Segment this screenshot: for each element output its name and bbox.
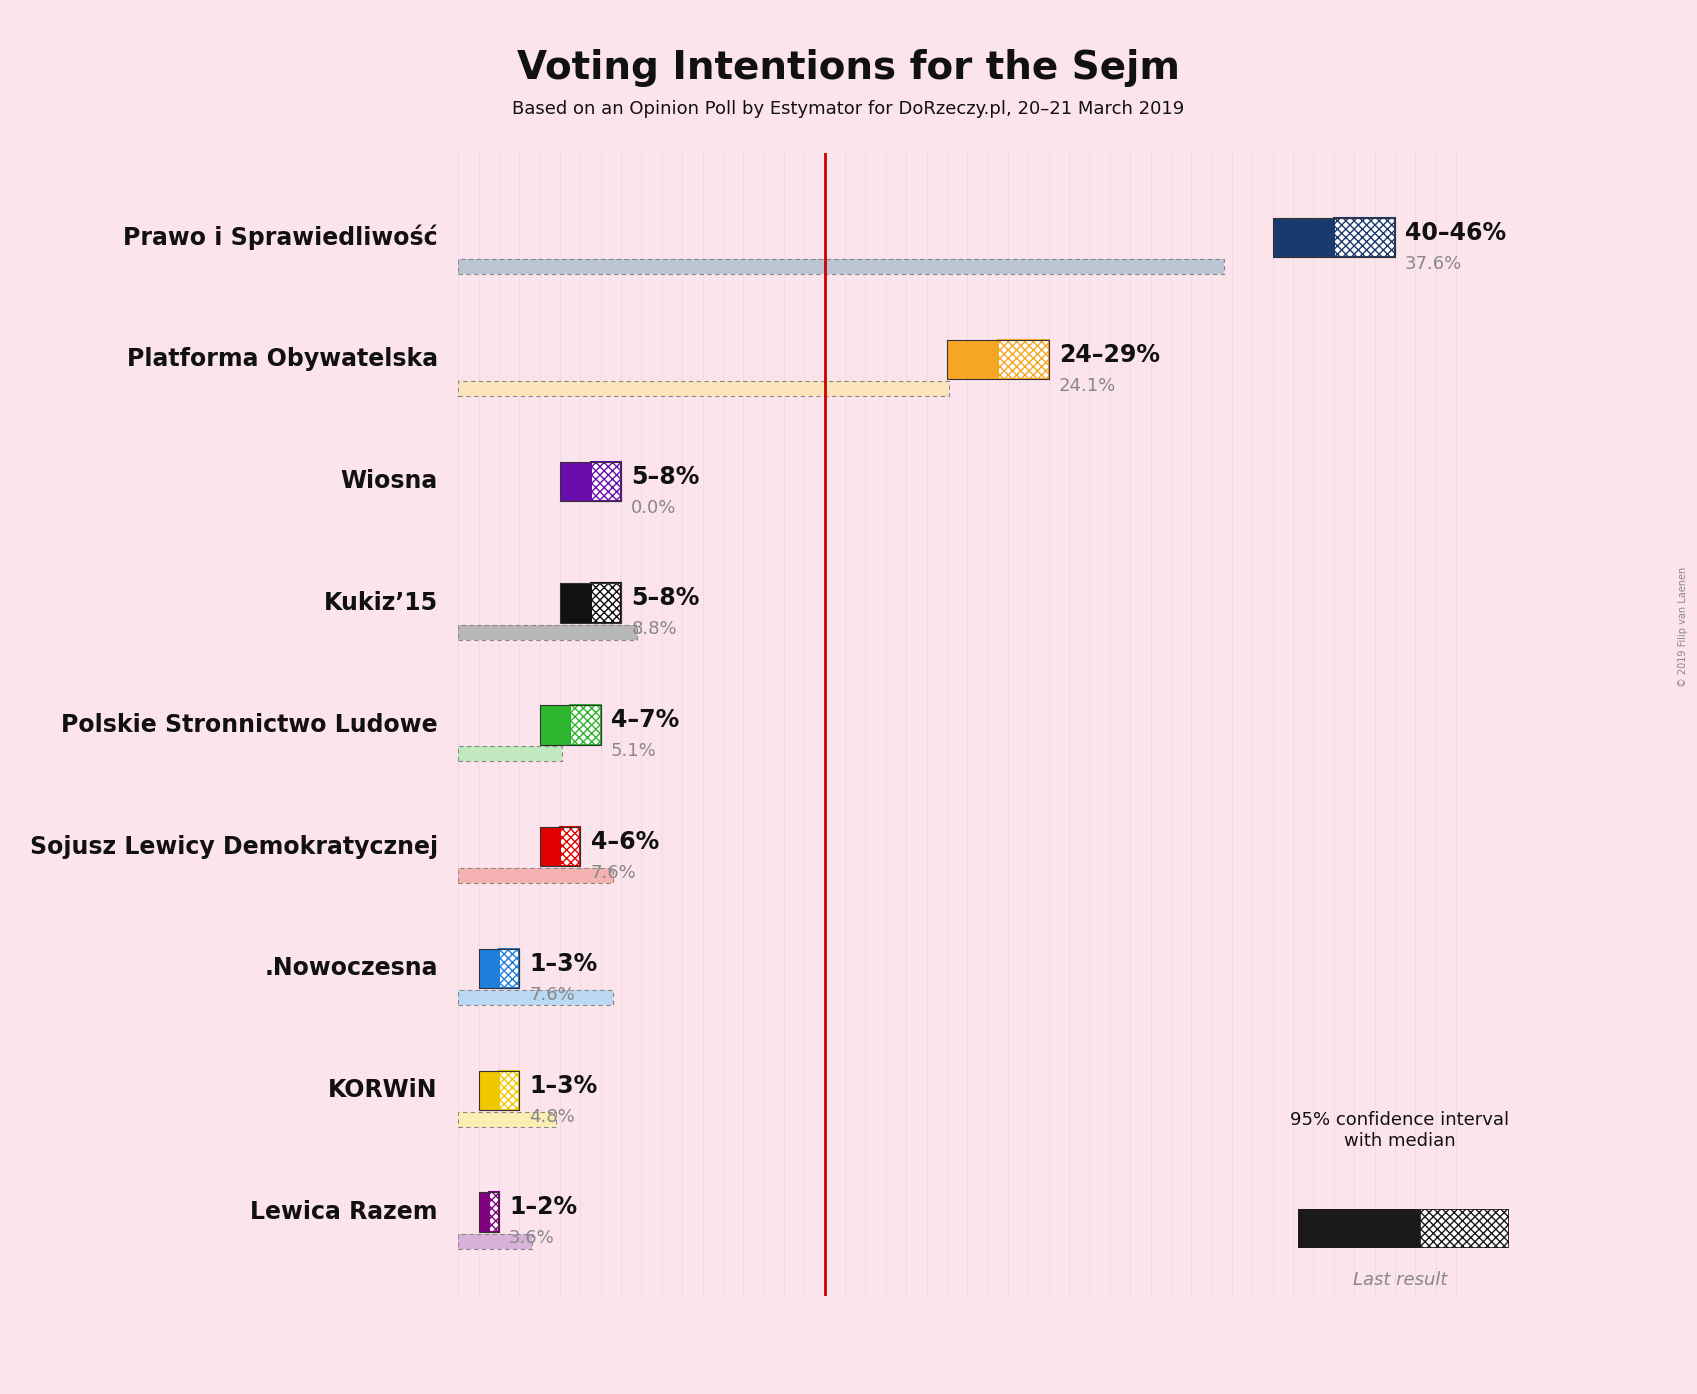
Text: 24.1%: 24.1% [1059,376,1117,395]
Bar [458,1112,557,1126]
Bar [458,1234,531,1249]
Bar [458,1112,557,1126]
Bar [540,705,601,744]
Bar [560,584,591,623]
Bar [458,990,613,1005]
Text: Voting Intentions for the Sejm: Voting Intentions for the Sejm [518,49,1179,86]
Text: 8.8%: 8.8% [631,620,677,638]
Text: 7.6%: 7.6% [591,864,636,882]
Bar [458,868,613,884]
Text: 0.0%: 0.0% [631,499,677,517]
Bar [560,461,591,500]
Text: Polskie Stronnictwo Ludowe: Polskie Stronnictwo Ludowe [61,712,438,737]
Text: 40–46%: 40–46% [1405,222,1507,245]
Text: Last result: Last result [1353,1271,1448,1289]
Bar [479,1071,519,1110]
Bar [499,949,519,988]
Bar [560,584,621,623]
Text: 4–6%: 4–6% [591,829,658,855]
Bar [1334,217,1395,258]
Text: Kukiz’15: Kukiz’15 [324,591,438,615]
Bar [560,461,621,500]
Bar [489,1192,499,1232]
Bar [591,584,621,623]
Text: Lewica Razem: Lewica Razem [251,1200,438,1224]
Bar [947,340,1049,379]
Text: 95% confidence interval
with median: 95% confidence interval with median [1290,1111,1510,1150]
Bar [458,868,613,884]
Bar [458,625,638,640]
Text: Based on an Opinion Poll by Estymator for DoRzeczy.pl, 20–21 March 2019: Based on an Opinion Poll by Estymator fo… [512,100,1185,118]
Text: 3.6%: 3.6% [509,1230,555,1248]
Text: 5–8%: 5–8% [631,587,699,611]
Text: © 2019 Filip van Laenen: © 2019 Filip van Laenen [1678,567,1689,687]
Text: 1–3%: 1–3% [529,1073,597,1097]
Bar [479,949,519,988]
Bar [1273,217,1334,258]
Bar [458,381,949,396]
Text: 4–7%: 4–7% [611,708,679,732]
Bar [479,1071,499,1110]
Text: 24–29%: 24–29% [1059,343,1161,367]
Bar [458,381,949,396]
Bar [458,1234,531,1249]
Bar [479,949,499,988]
Text: 37.6%: 37.6% [1405,255,1463,273]
Text: .Nowoczesna: .Nowoczesna [265,956,438,980]
Bar [947,340,998,379]
Text: Platforma Obywatelska: Platforma Obywatelska [127,347,438,371]
Bar [458,746,562,761]
Bar [540,827,560,866]
Text: 4.8%: 4.8% [529,1107,575,1125]
Text: Wiosna: Wiosna [341,470,438,493]
Bar [479,1192,499,1232]
Bar [458,625,638,640]
Text: Prawo i Sprawiedliwość: Prawo i Sprawiedliwość [124,224,438,251]
Bar [540,705,570,744]
Bar [458,990,613,1005]
Bar [570,705,601,744]
Text: 5.1%: 5.1% [611,742,657,760]
Bar [1273,217,1395,258]
Bar [458,259,1224,275]
Bar [458,259,1224,275]
Text: 1–3%: 1–3% [529,952,597,976]
Bar [998,340,1049,379]
Bar [591,461,621,500]
Text: 7.6%: 7.6% [529,986,575,1004]
Bar [479,1192,489,1232]
Text: 5–8%: 5–8% [631,464,699,488]
Text: KORWiN: KORWiN [328,1079,438,1103]
Text: Sojusz Lewicy Demokratycznej: Sojusz Lewicy Demokratycznej [31,835,438,859]
Bar [540,827,580,866]
Bar [458,746,562,761]
Bar [499,1071,519,1110]
Text: 1–2%: 1–2% [509,1196,577,1220]
Bar [560,827,580,866]
